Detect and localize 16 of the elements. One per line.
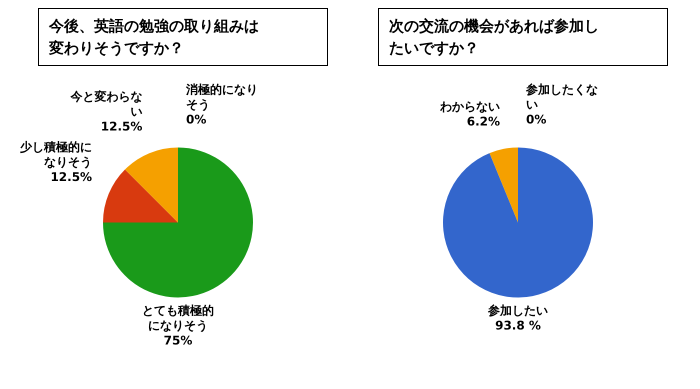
slice-label: 少し積極的になりそう (19, 140, 92, 170)
slice-label: 参加したい (487, 304, 548, 318)
chart-title: 次の交流の機会があれば参加したいですか？ (389, 16, 600, 59)
text: 0% (526, 112, 546, 127)
data-label: 12.5% (100, 120, 142, 134)
chart-title: 今後、英語の勉強の取り組みは変わりそうですか？ (49, 16, 260, 59)
data-label: 12.5% (50, 170, 92, 184)
category-label: 消極的になりそう (186, 82, 258, 112)
category-label: 参加したくない (526, 82, 598, 112)
data-label: 75% (164, 334, 192, 348)
slice-label: わからない (439, 99, 500, 114)
data-label: 6.2% (466, 114, 500, 128)
data-label: 93.8 % (495, 318, 541, 333)
slice-label: とても積極的になりそう (142, 304, 214, 333)
text: 0% (186, 112, 206, 127)
slice-label: 今と変わらない (69, 90, 142, 119)
